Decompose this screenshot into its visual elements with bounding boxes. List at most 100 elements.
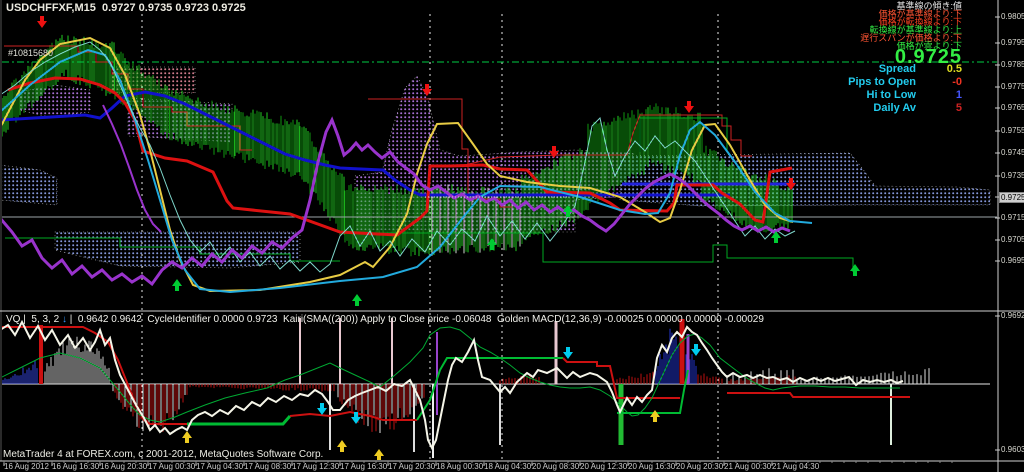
price-axis[interactable]: 0.9805 0.9795 0.9785 0.9775 0.9765 0.9755 0.97… (999, 0, 1024, 461)
ichimoku-cloud (17, 84, 91, 118)
step-support-green-2 (340, 232, 854, 272)
up-signal-arrow-icon (172, 279, 182, 291)
down-signal-arrow-icon (563, 347, 573, 359)
step-resistance-red-3 (459, 114, 752, 167)
time-tick-label: 17 Aug 08:30 (244, 462, 292, 471)
ichimoku-legend-line-4: 遅行スパンが価格より:下 (860, 33, 962, 43)
up-signal-arrow-icon (337, 440, 347, 452)
info-label: Daily Av (873, 102, 916, 114)
down-signal-arrow-icon (684, 101, 694, 113)
up-signal-arrow-icon (563, 205, 573, 217)
time-tick-label: 17 Aug 16:30 (340, 462, 388, 471)
price-tick-label: 0.9603 (1001, 445, 1024, 454)
vq-step-line (617, 369, 689, 414)
step-support-green-3 (639, 117, 728, 152)
copyright-label: MetaTrader 4 at FOREX.com, c 2001-2012, … (3, 449, 324, 460)
vq-step-line (727, 392, 910, 398)
zigzag-purple (2, 116, 791, 287)
zigzag-purple-drop (102, 104, 162, 233)
down-signal-arrow-icon (351, 412, 361, 424)
down-signal-arrow-icon (37, 16, 47, 28)
time-tick-label: 16 Aug 2012 (4, 462, 49, 471)
signal-green (2, 326, 900, 423)
price-tick-label: 0.9775 (1001, 82, 1024, 91)
vq-step-line (416, 357, 563, 421)
down-signal-arrow-icon (549, 146, 559, 158)
ichimoku-status-legend: 基準線の傾き:値 価格が基準線より:下 価格が転換線より:下 転換線が基準線より:上遅… (860, 1, 962, 51)
price-tick-label: 0.9765 (1001, 103, 1024, 112)
time-tick-label: 16 Aug 20:30 (100, 462, 148, 471)
price-tick-label: 0.9705 (1001, 235, 1024, 244)
time-tick-label: 17 Aug 12:30 (292, 462, 340, 471)
time-tick-label: 20 Aug 12:30 (580, 462, 628, 471)
info-row-spread: Spread 0.5 (702, 63, 962, 75)
up-signal-arrow-icon (352, 294, 362, 306)
time-tick-label: 20 Aug 16:30 (628, 462, 676, 471)
price-trace-aqua (2, 41, 796, 273)
price-tick-label: 0.9785 (1001, 60, 1024, 69)
up-signal-arrow-icon (374, 449, 384, 460)
vq-step-line (187, 415, 292, 426)
vq-step-line (289, 410, 417, 421)
info-row-pips-to-open: Pips to Open -0 (702, 76, 962, 88)
time-tick-label: 16 Aug 16:30 (52, 462, 100, 471)
up-signal-arrow-icon (182, 431, 192, 443)
down-signal-arrow-icon (691, 344, 701, 356)
time-tick-label: 17 Aug 20:30 (388, 462, 436, 471)
chart-symbol-title: USDCHFFXF,M15 0.9727 0.9735 0.9723 0.972… (6, 2, 246, 14)
indicator-header-text: | 0.9642 0.9642 CycleIdentifier 0.0000 0… (66, 314, 764, 325)
up-signal-arrow-icon (487, 238, 497, 250)
down-signal-arrow-icon (317, 403, 327, 415)
vq-direction-arrow-icon: ↓ (61, 314, 67, 325)
info-label: Spread (878, 63, 916, 75)
main-white (2, 319, 904, 451)
time-tick-label: 18 Aug 00:30 (436, 462, 484, 471)
info-value: -0 (952, 76, 962, 88)
info-row-daily-av: Daily Av 5 (702, 102, 962, 114)
time-tick-label: 21 Aug 00:30 (724, 462, 772, 471)
ichimoku-legend-line-3: 転換線が基準線より:上 (869, 25, 962, 35)
time-tick-label: 17 Aug 00:30 (148, 462, 196, 471)
order-ticket-label: #10815680 (8, 48, 54, 58)
price-tick-label: 0.9692 (1001, 311, 1024, 320)
price-tick-label: 0.9735 (1001, 171, 1024, 180)
ichimoku-legend-line-5: 価格が雲より:下 (896, 41, 962, 51)
current-price-box: 0.9725 (999, 192, 1024, 203)
indicator-header-text: VQ | 5, 3, 2 (6, 314, 62, 325)
time-axis[interactable]: 16 Aug 2012 16 Aug 16:30 16 Aug 20:30 17 Au… (0, 461, 1024, 472)
ichimoku-legend-line-2: 価格が転換線より:下 (878, 17, 962, 27)
indicator-subwindow-header: VQ | 5, 3, 2 ↓ | 0.9642 0.9642 CycleIden… (6, 314, 764, 325)
info-value: 1 (955, 89, 962, 101)
info-label: Hi to Low (866, 89, 917, 101)
up-signal-arrow-icon (650, 410, 660, 422)
kijun-blue (2, 90, 730, 197)
ichimoku-legend-line-0: 基準線の傾き:値 (896, 1, 962, 11)
info-value: 5 (955, 102, 962, 114)
current-price-display: 0.9725 (894, 46, 962, 68)
time-tick-label: 18 Aug 04:30 (484, 462, 532, 471)
price-tick-label: 0.9695 (1001, 256, 1024, 265)
vq-step-line (562, 357, 680, 399)
down-signal-arrow-icon (786, 178, 796, 190)
price-tick-label: 0.9715 (1001, 213, 1024, 222)
info-value: 0.5 (946, 63, 962, 75)
price-tick-label: 0.9795 (1001, 38, 1024, 47)
step-resistance-red-2 (368, 98, 512, 208)
up-signal-arrow-icon (850, 264, 860, 276)
ichimoku-cloud (2, 164, 58, 206)
indicator-subwindow[interactable] (0, 318, 990, 461)
time-tick-label: 17 Aug 04:30 (196, 462, 244, 471)
time-tick-label: 20 Aug 08:30 (532, 462, 580, 471)
price-tick-label: 0.9805 (1001, 12, 1024, 21)
time-tick-label: 21 Aug 04:30 (772, 462, 820, 471)
down-signal-arrow-icon (422, 84, 432, 96)
up-signal-arrow-icon (771, 231, 781, 243)
time-tick-label: 20 Aug 20:30 (676, 462, 724, 471)
price-tick-label: 0.9745 (1001, 148, 1024, 157)
ichimoku-legend-line-1: 価格が基準線より:下 (878, 9, 962, 19)
info-label: Pips to Open (848, 76, 916, 88)
main-price-panel[interactable] (0, 16, 997, 306)
info-row-hi-to-low: Hi to Low 1 (702, 89, 963, 101)
